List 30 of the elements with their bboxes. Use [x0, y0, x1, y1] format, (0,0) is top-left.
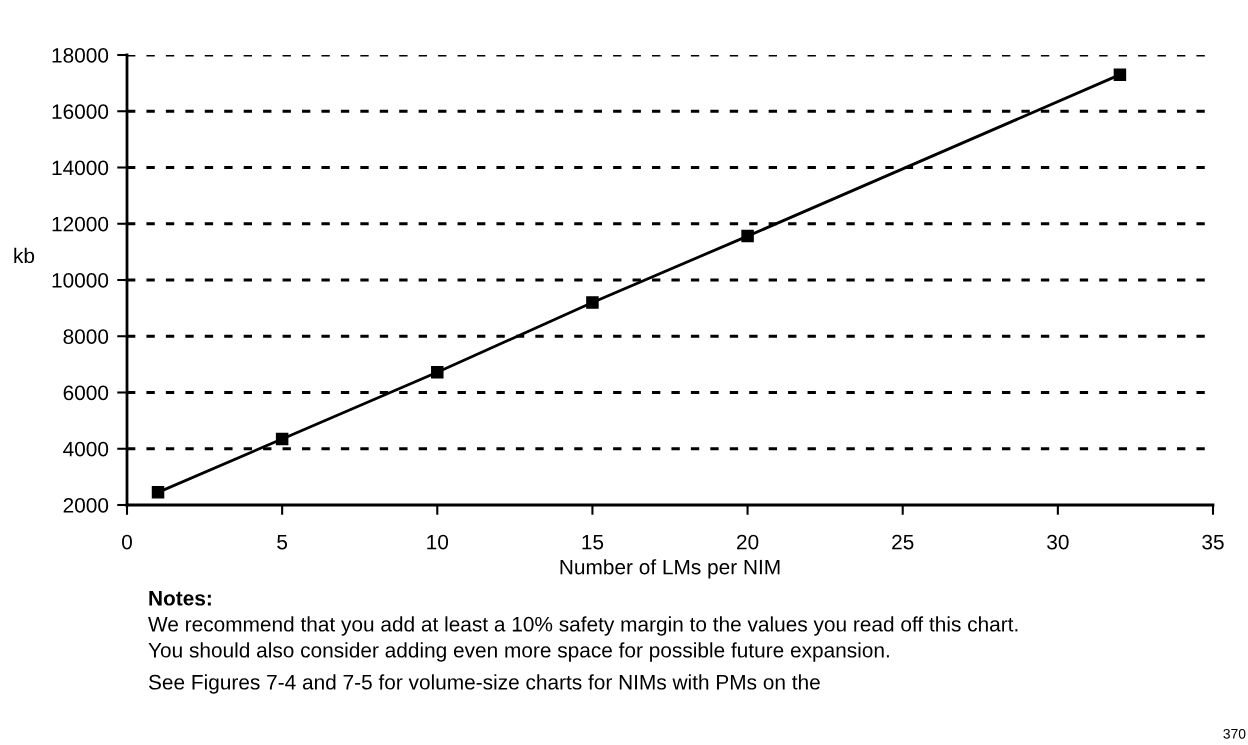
y-tick-label: 6000: [63, 385, 109, 401]
point: [151, 486, 165, 499]
x-tick-label: 25: [892, 534, 914, 550]
y-tick-label: 18000: [52, 48, 109, 63]
text: We recommend that you add at least a 10% safety margin to the values you read off this chart.: [148, 616, 1018, 636]
x-tick-label: 20: [737, 534, 759, 550]
y-tick-label: 2000: [63, 498, 109, 513]
x-axis-title: Number of LMs per NIM: [560, 559, 780, 579]
x-tick-label: 30: [1047, 534, 1069, 550]
text: See Figures 7-4 and 7-5 for volume-size charts for NIMs with PMs on the: [148, 674, 820, 694]
y-tick-label: 16000: [52, 104, 109, 119]
x-tick-label: 0: [122, 534, 132, 550]
x-tick-label: 5: [277, 534, 288, 550]
point: [586, 296, 599, 309]
point: [1113, 68, 1127, 81]
x-tick-label: 15: [582, 534, 604, 550]
y-tick-label: 12000: [52, 216, 109, 232]
point: [431, 365, 444, 379]
y-tick-label: 14000: [52, 160, 109, 176]
text: 370: [1223, 728, 1246, 739]
y-tick-label: 10000: [52, 273, 109, 288]
point: [741, 229, 754, 243]
text: Notes:: [149, 591, 211, 606]
point: [275, 432, 289, 446]
y-tick-label: 4000: [63, 441, 109, 457]
x-tick-label: 10: [427, 534, 449, 550]
x-tick-label: 35: [1202, 534, 1224, 550]
y-axis-title: kb: [14, 247, 35, 264]
y-tick-label: 8000: [63, 329, 109, 344]
text: You should also consider adding even more space for possible future expansion.: [148, 642, 889, 662]
